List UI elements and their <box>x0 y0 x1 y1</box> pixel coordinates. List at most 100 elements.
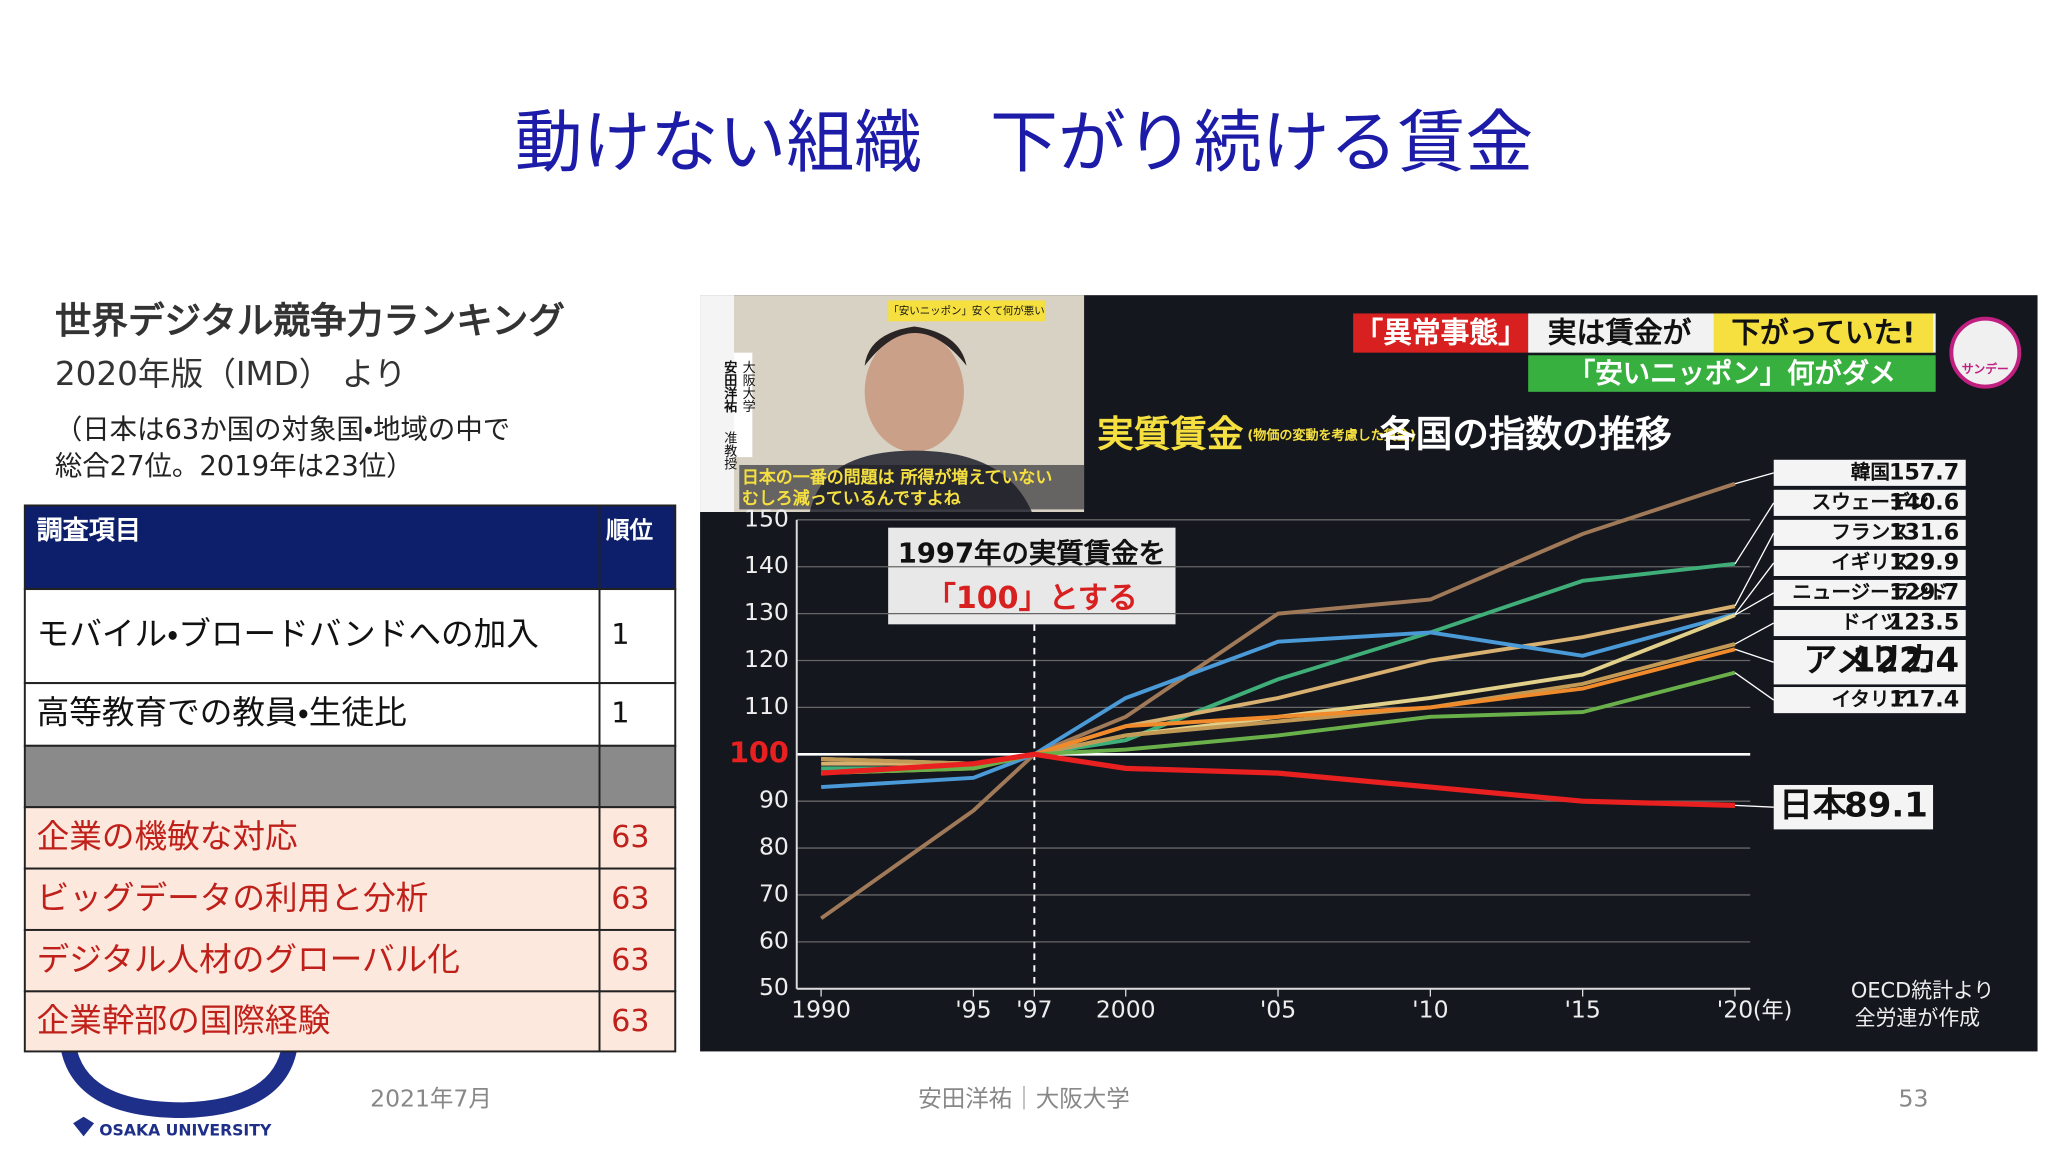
series-label-box <box>1773 784 1934 830</box>
table-cell: 1 <box>611 617 629 651</box>
data-label: 140.6 <box>1889 489 1959 515</box>
ranking-table <box>23 504 677 1053</box>
table-row <box>23 867 677 931</box>
x-tick-label: 2000 <box>1096 995 1156 1023</box>
table-header <box>23 504 677 591</box>
series-label-box <box>1773 579 1966 607</box>
annotation: 「100」とする <box>926 581 1138 616</box>
series-label-box <box>1773 687 1966 714</box>
inset-caption: むしろ減っているんですよね <box>742 488 961 509</box>
y-tick-label: 110 <box>744 692 789 720</box>
table-cell: 63 <box>611 881 649 916</box>
table-row <box>23 990 677 1053</box>
annotation-box <box>888 527 1176 625</box>
y-tick-label: 100 <box>729 735 789 769</box>
y-tick-label: 140 <box>744 551 789 579</box>
series-line <box>821 670 1736 776</box>
logo-arc <box>60 1043 298 1119</box>
table-cell: 63 <box>611 1004 649 1039</box>
y-tick-label: 120 <box>744 645 789 673</box>
ticker-box <box>888 300 1045 322</box>
label-connector <box>1734 472 1774 485</box>
data-label: 129.9 <box>1889 549 1959 575</box>
table-row <box>23 682 677 747</box>
table-cell: デジタル人材のグローバル化 <box>37 940 460 978</box>
table-cell: ビッグデータの利用と分析 <box>37 879 429 917</box>
footer-date: 2021年7月 <box>370 1084 492 1112</box>
sub-banner-text: 「安いニッポン」何がダメ <box>1568 357 1896 389</box>
inset-ticker: 「安いニッポン」安くて何が悪い <box>888 304 1044 317</box>
legend-label: スウェーデン <box>1812 490 1929 513</box>
label-connector <box>1734 562 1775 615</box>
label-connector <box>1734 502 1775 565</box>
table-cell: 高等教育での教員・生徒比 <box>37 693 407 731</box>
sub-banner-box <box>1528 355 1936 392</box>
series-label-box <box>1773 489 1966 516</box>
label-connector <box>1734 672 1775 701</box>
logo-circle <box>1949 316 2022 389</box>
data-label: 117.4 <box>1889 687 1959 713</box>
footer-author: 安田洋祐｜大阪大学 <box>918 1084 1130 1112</box>
data-label: 122.4 <box>1852 641 1959 681</box>
x-tick-label: '20 <box>1717 995 1753 1023</box>
series-label-box <box>1773 519 1966 546</box>
ranking-note: 総合27位。2019年は23位） <box>55 451 414 482</box>
banner-highlight <box>1713 313 1934 353</box>
series-line <box>821 612 1736 790</box>
table-cell: 企業の機敏な対応 <box>37 818 298 856</box>
chart-title-suffix: 各国の指数の推移 <box>1379 413 1672 456</box>
y-tick-label: 60 <box>759 926 789 954</box>
logo-text: サンデー <box>1962 362 2009 376</box>
y-tick-label: 90 <box>759 786 789 814</box>
legend-label: フランス <box>1831 520 1909 543</box>
inset-name: 安田洋祐 <box>721 360 738 414</box>
label-connector <box>1734 532 1775 607</box>
series-label-box <box>1773 640 1966 685</box>
series-line <box>820 751 1735 808</box>
table-row <box>23 928 677 993</box>
chart-source: 全労連が作成 <box>1855 1006 1980 1030</box>
x-tick-label: '10 <box>1412 995 1448 1023</box>
x-tick-label: '15 <box>1564 995 1600 1023</box>
table-separator-row <box>23 744 677 809</box>
label-connector <box>1734 622 1775 645</box>
logo-mark <box>73 1116 95 1137</box>
ranking-heading: 世界デジタル競争力ランキング <box>55 299 565 342</box>
person-head <box>864 331 964 452</box>
series-label-box <box>1773 549 1966 576</box>
inset-name-plate <box>734 352 753 458</box>
label-connector <box>1734 804 1774 808</box>
series-line <box>820 481 1736 920</box>
data-label: 123.5 <box>1889 610 1959 636</box>
inset-caption: 日本の一番の問題は 所得が増えていない <box>742 467 1053 488</box>
table-column-header: 順位 <box>606 516 653 544</box>
banner-text: 下がっていた! <box>1731 315 1915 349</box>
table-cell: 企業幹部の国際経験 <box>37 1002 331 1040</box>
table-cell: 63 <box>611 943 649 978</box>
inset-side-panel <box>700 295 735 512</box>
legend-label: 日本 <box>1779 786 1847 826</box>
data-label: 129.7 <box>1889 579 1959 605</box>
y-tick-label: 150 <box>744 504 789 532</box>
y-tick-label: 70 <box>759 879 789 907</box>
inset-affiliation: 大阪大学 <box>740 360 756 413</box>
data-label: 157.7 <box>1889 459 1959 485</box>
banner-box <box>1353 313 1529 353</box>
y-tick-label: 130 <box>744 598 789 626</box>
chart-source: OECD統計より <box>1851 978 1994 1002</box>
legend-label: イタリア <box>1832 688 1910 711</box>
slide-title: 動けない組織 下がり続ける賃金 <box>515 104 1534 183</box>
ranking-note: （日本は63か国の対象国・地域の中で <box>55 415 510 446</box>
x-tick-label: '95 <box>955 995 991 1023</box>
table-cell: 63 <box>611 820 649 855</box>
table-row <box>23 806 677 870</box>
legend-label: ドイツ <box>1841 611 1900 634</box>
label-connector <box>1734 592 1775 616</box>
legend-label: イギリス <box>1831 550 1909 573</box>
table-cell: 1 <box>611 695 629 729</box>
x-tick-label: 1990 <box>791 995 851 1023</box>
table-cell: モバイル・ブロードバンドへの加入 <box>37 615 539 653</box>
chart-title: 実質賃金 <box>1097 413 1244 456</box>
person-hair <box>864 326 967 366</box>
